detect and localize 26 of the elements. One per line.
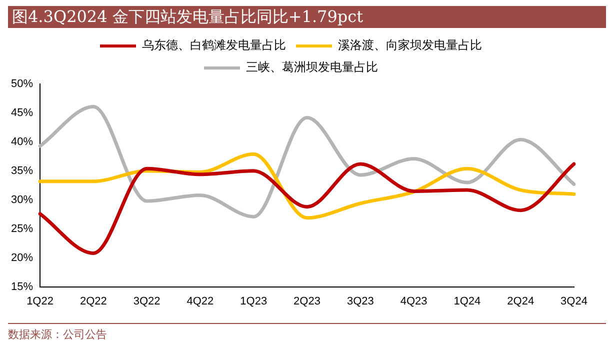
x-tick-label: 3Q23 [346, 295, 374, 308]
y-tick-label: 35% [10, 164, 34, 177]
x-tick-label: 4Q23 [400, 295, 428, 308]
x-tick-label: 2Q23 [294, 295, 320, 308]
x-tick-label: 1Q23 [240, 295, 268, 308]
legend-label: 溪洛渡、向家坝发电量占比 [338, 38, 482, 52]
source-note: 数据来源：公司公告 [8, 323, 606, 342]
x-tick-label: 3Q24 [560, 295, 588, 308]
y-tick-label: 25% [10, 222, 34, 235]
line-series [38, 162, 576, 255]
x-tick-label: 1Q24 [454, 295, 481, 308]
y-tick-label: 20% [10, 252, 34, 264]
legend-label: 三峡、葛洲坝发电量占比 [246, 60, 378, 74]
chart-title: 图4.3Q2024 金下四站发电量占比同比+1.79pct [8, 6, 606, 28]
x-tick-label: 3Q22 [133, 295, 160, 308]
legend-label: 乌东德、白鹤滩发电量占比 [142, 38, 286, 52]
x-tick-label: 2Q24 [507, 295, 534, 308]
line-series [38, 104, 576, 218]
y-tick-label: 40% [10, 136, 34, 148]
y-tick-label: 50% [10, 78, 34, 90]
x-tick-label: 4Q22 [186, 295, 214, 308]
y-tick-label: 30% [10, 194, 34, 206]
x-tick-label: 1Q22 [26, 295, 54, 308]
y-tick-label: 45% [10, 107, 34, 120]
y-tick-label: 15% [10, 280, 34, 293]
x-tick-label: 2Q22 [80, 295, 107, 308]
